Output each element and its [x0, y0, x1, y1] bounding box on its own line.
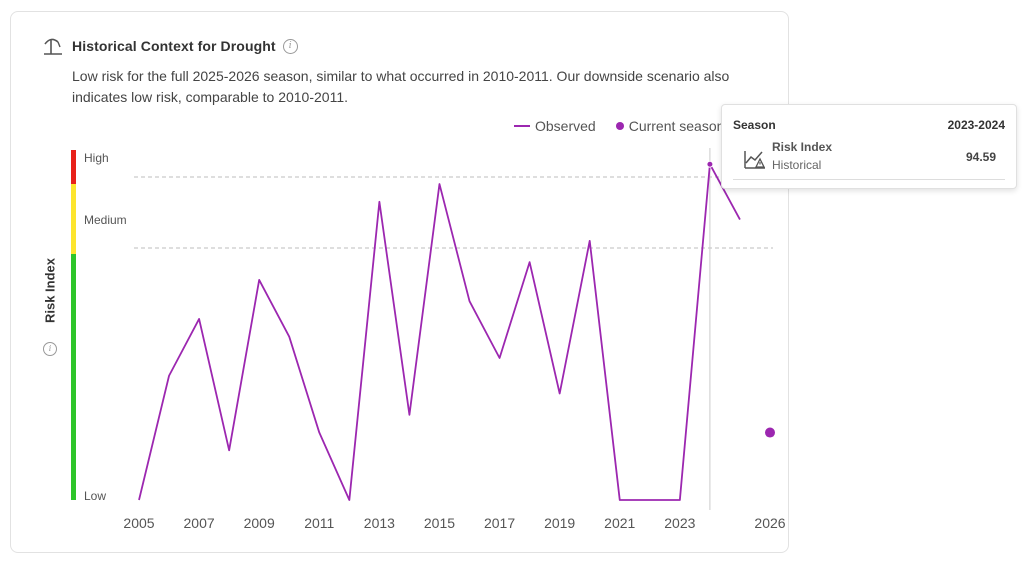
tooltip-header-label: Season	[733, 118, 776, 132]
risk-label-low: Low	[84, 489, 107, 503]
tooltip-divider	[733, 179, 1005, 180]
x-tick-label: 2021	[604, 515, 635, 531]
card-description: Low risk for the full 2025-2026 season, …	[72, 68, 730, 105]
card-title: Historical Context for Drought	[72, 38, 276, 54]
drought-card	[10, 11, 789, 553]
legend-observed[interactable]: Observed	[535, 118, 596, 134]
observed-hover-point	[706, 160, 714, 168]
tooltip-header-value: 2023-2024	[947, 118, 1005, 132]
x-tick-label: 2023	[664, 515, 695, 531]
x-tick-label: 2011	[304, 515, 334, 531]
x-tick-label: 2005	[123, 515, 154, 531]
risk-bar-medium	[71, 184, 76, 254]
hover-tooltip: Season 2023-2024 Risk Index Historical 9…	[721, 104, 1017, 189]
info-icon[interactable]: i	[282, 38, 298, 54]
y-axis-info-icon[interactable]: i	[43, 342, 57, 356]
x-tick-label: 2013	[364, 515, 395, 531]
card-header: Historical Context for Drought i	[42, 36, 298, 56]
x-tick-label: 2009	[244, 515, 275, 531]
current-season-point	[765, 427, 775, 438]
current-season-legend-swatch	[615, 122, 624, 130]
tooltip-metric-sub: Historical	[772, 158, 822, 172]
x-tick-label: 2026	[754, 515, 785, 531]
tooltip-metric-value: 94.59	[965, 150, 996, 164]
observed-legend-swatch	[514, 125, 530, 127]
x-tick-label: 2017	[484, 515, 515, 531]
tooltip-metric-name: Risk Index	[772, 140, 833, 154]
drought-icon	[42, 36, 64, 56]
legend-current-season[interactable]: Current season	[628, 118, 725, 134]
x-tick-label: 2019	[544, 515, 575, 531]
risk-bar-low	[71, 254, 76, 500]
x-tick-label: 2015	[424, 515, 455, 531]
chart-legend: Observed Current season	[514, 118, 724, 134]
x-tick-label: 2007	[184, 515, 215, 531]
risk-label-medium: Medium	[84, 213, 127, 227]
risk-label-high: High	[84, 151, 109, 165]
chart-warning-icon	[744, 149, 766, 169]
observed-series-line	[138, 163, 741, 501]
risk-bar-high	[71, 150, 76, 184]
